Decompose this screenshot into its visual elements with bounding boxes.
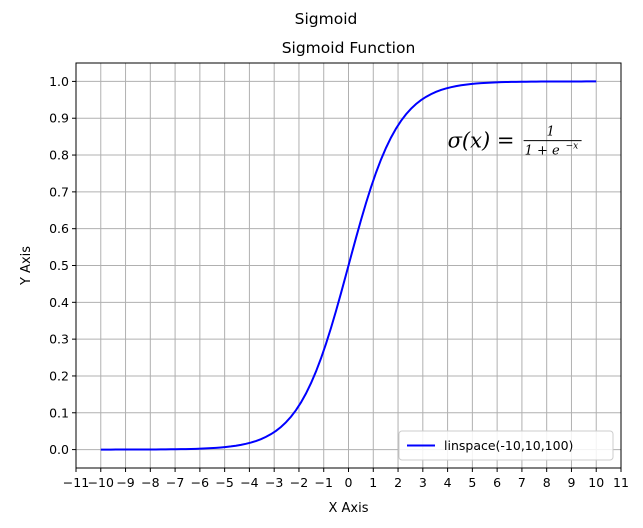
- x-tick-label: 6: [493, 475, 501, 490]
- y-tick-label: 0.8: [49, 148, 69, 163]
- y-tick-label: 0.7: [49, 184, 69, 199]
- x-tick-label: 2: [394, 475, 402, 490]
- x-tick-label: −8: [141, 475, 159, 490]
- y-tick-label: 0.3: [49, 332, 69, 347]
- x-tick-label: −11: [63, 475, 89, 490]
- y-tick-label: 0.0: [49, 442, 69, 457]
- x-axis-label: X Axis: [328, 501, 368, 516]
- legend-label: linspace(-10,10,100): [444, 438, 573, 453]
- x-tick-label: 10: [588, 475, 604, 490]
- y-tick-label: 1.0: [49, 74, 69, 89]
- x-tick-label: 5: [468, 475, 476, 490]
- x-tick-label: 8: [543, 475, 551, 490]
- legend-box: [398, 430, 614, 461]
- x-tick-label: −9: [116, 475, 134, 490]
- x-tick-label: −10: [88, 475, 114, 490]
- y-tick-label: 0.4: [49, 295, 69, 310]
- x-tick-label: −2: [290, 475, 308, 490]
- plot-frame: [75, 62, 622, 469]
- figure-suptitle: Sigmoid: [295, 10, 358, 28]
- x-tick-label: 11: [613, 475, 629, 490]
- y-tick-label: 0.2: [49, 368, 69, 383]
- y-tick-label: 0.1: [49, 405, 69, 420]
- x-tick-label: 1: [369, 475, 377, 490]
- y-tick-label: 0.5: [49, 258, 69, 273]
- x-tick-label: 0: [345, 475, 353, 490]
- x-tick-label: 7: [518, 475, 526, 490]
- chart-title: Sigmoid Function: [282, 39, 416, 57]
- x-tick-label: −4: [240, 475, 258, 490]
- equation-numerator: 1: [546, 125, 554, 140]
- equation-exponent: −x: [566, 142, 579, 152]
- legend: linspace(-10,10,100): [398, 430, 614, 461]
- x-tick-label: −1: [315, 475, 333, 490]
- equation-denominator: 1 + e: [525, 144, 560, 159]
- series-layer: [100, 80, 597, 451]
- y-tick-label: 0.9: [49, 111, 69, 126]
- x-tick-label: 9: [567, 475, 575, 490]
- axis-ticks: −11−10 −9 −8 −7 −6 −5 −4 −3 −2 −1 0 1 2 3 4 5 6 7 8 9 10 110.…: [49, 74, 629, 490]
- y-axis-label: Y Axis: [19, 246, 34, 286]
- x-tick-label: −5: [215, 475, 233, 490]
- x-tick-label: 3: [419, 475, 427, 490]
- series-line-0: [100, 80, 597, 451]
- x-tick-label: −6: [191, 475, 209, 490]
- x-tick-label: −3: [265, 475, 283, 490]
- sigmoid-equation: σ(x) = 1 1 + e −x: [448, 125, 582, 159]
- x-tick-label: −7: [166, 475, 184, 490]
- x-tick-label: 4: [444, 475, 452, 490]
- equation-lhs: σ(x) =: [448, 129, 515, 153]
- y-tick-label: 0.6: [49, 221, 69, 236]
